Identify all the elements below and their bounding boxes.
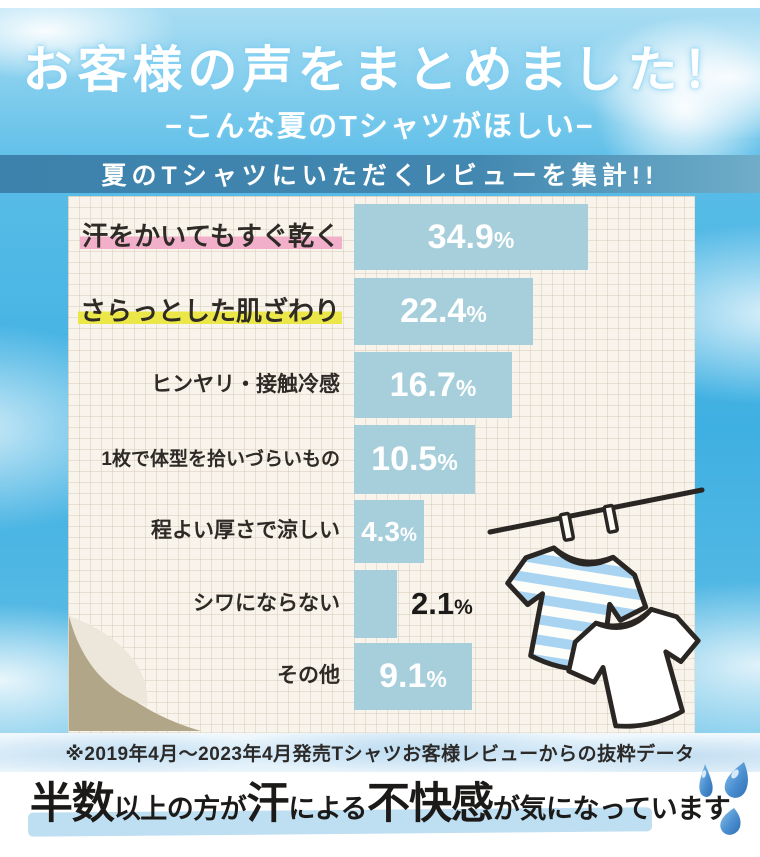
- chart-row: シワにならない 2.1%: [68, 570, 695, 638]
- bar-value: 22.4%: [400, 292, 487, 330]
- plain-tshirt: [559, 600, 715, 740]
- bar-value: 16.7%: [389, 365, 477, 404]
- bar: 9.1%: [354, 643, 472, 710]
- bar: 34.9%: [354, 204, 588, 270]
- top-white-strip: [0, 0, 760, 8]
- headline-segment: 半数: [29, 780, 115, 828]
- bar-label: シワにならない: [193, 591, 340, 615]
- chart-row: 汗をかいてもすぐ乾く 34.9%: [68, 204, 695, 270]
- headline-segment: が気になっています: [493, 794, 731, 824]
- bar-label: 汗をかいてもすぐ乾く: [80, 221, 342, 252]
- bar-label: ヒンヤリ・接触冷感: [151, 372, 340, 396]
- headline-text: 半数 以上の方が汗による 不快感 が気になっています: [0, 772, 760, 836]
- headline-segment: 汗: [246, 780, 289, 828]
- page-title: お客様の声をまとめました！: [22, 42, 738, 98]
- bar-label: その他: [277, 664, 340, 688]
- chart-row: 程よい厚さで涼しい 4.3%: [68, 500, 695, 563]
- clothespin: [558, 511, 576, 542]
- page-subtitle: −こんな夏のTシャツがほしい−: [165, 111, 595, 143]
- chart-row: さらっとした肌ざわり 22.4%: [68, 278, 695, 345]
- chart-panel: 汗をかいてもすぐ乾く 34.9% さらっとした肌ざわり 22.4% ヒンヤリ・接触冷感 1…: [68, 196, 695, 733]
- bar-value: 34.9%: [427, 217, 515, 256]
- chart-row: ヒンヤリ・接触冷感 16.7%: [68, 352, 695, 418]
- bar-value: 2.1%: [411, 586, 473, 621]
- headline-segment: 以上の方が: [113, 794, 247, 824]
- chart-row: 1枚で体型を拾いづらいもの 10.5%: [68, 425, 695, 494]
- clothespin: [602, 503, 620, 534]
- page-curl-decoration: [69, 616, 201, 731]
- bar-value: 4.3%: [361, 515, 417, 547]
- bar-label: 程よい厚さで涼しい: [151, 519, 340, 543]
- tshirts-on-clothesline-illustration: [487, 487, 705, 734]
- bar-value: 9.1%: [379, 657, 447, 695]
- chart-title-banner: 夏のTシャツにいただくレビューを集計!!: [0, 155, 760, 193]
- bar-label: 1枚で体型を拾いづらいもの: [101, 448, 340, 470]
- bar: [354, 570, 397, 638]
- sweat-drops-icon: [699, 762, 748, 835]
- bar: 22.4%: [354, 278, 533, 345]
- bottom-headline-section: 半数 以上の方が汗による 不快感 が気になっています: [0, 762, 760, 857]
- headline-segment: 不快感: [367, 780, 494, 828]
- headline-segment: による: [288, 794, 368, 824]
- bar: 10.5%: [354, 425, 475, 494]
- clothesline: [487, 487, 705, 535]
- chart-row: その他 9.1%: [68, 643, 695, 710]
- footnote-band: ※2019年4月～2023年4月発売Tシャツお客様レビューからの抜粋データ: [0, 733, 760, 772]
- bar-label: さらっとした肌ざわり: [77, 295, 342, 326]
- footnote-text: ※2019年4月～2023年4月発売Tシャツお客様レビューからの抜粋データ: [65, 744, 695, 765]
- bar: 16.7%: [354, 352, 512, 418]
- bar-value: 10.5%: [371, 440, 458, 478]
- bar: 4.3%: [354, 500, 424, 563]
